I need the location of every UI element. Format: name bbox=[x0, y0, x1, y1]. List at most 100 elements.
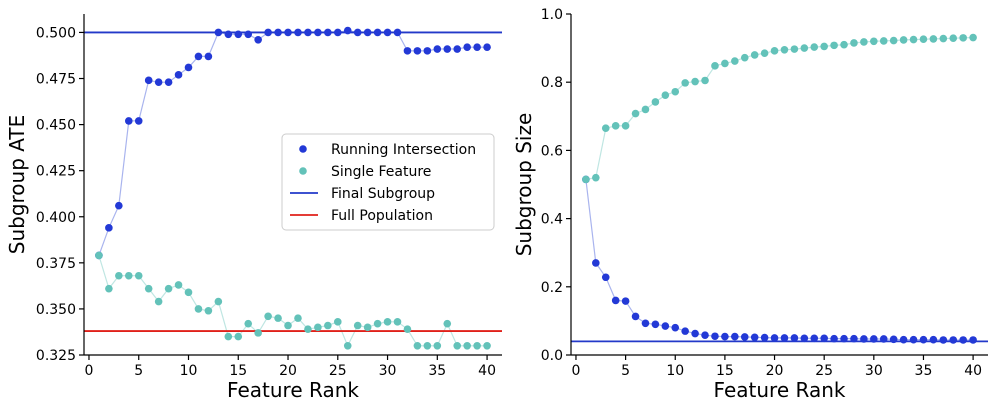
point-0-1-28 bbox=[373, 319, 382, 328]
point-1-1-27 bbox=[850, 39, 858, 47]
point-1-0-30 bbox=[879, 335, 888, 343]
x-tick-label-0-1: 5 bbox=[134, 363, 143, 379]
point-0-1-2 bbox=[115, 271, 123, 280]
point-1-0-11 bbox=[691, 329, 699, 338]
point-0-1-24 bbox=[333, 318, 342, 326]
point-0-0-25 bbox=[343, 26, 352, 35]
point-1-0-7 bbox=[651, 320, 660, 329]
point-0-0-15 bbox=[244, 30, 253, 39]
series-line-0-1 bbox=[98, 255, 488, 348]
legend: Running Intersection Single Feature Final … bbox=[281, 133, 495, 231]
point-1-0-16 bbox=[740, 333, 749, 341]
point-0-1-21 bbox=[304, 325, 312, 333]
point-0-0-28 bbox=[373, 28, 382, 37]
point-0-1-9 bbox=[184, 288, 193, 297]
ate-panel: 0 5 10 15 20 25 30 35 40 0.325 0.350 0.375 0.400 0.42… bbox=[5, 14, 502, 402]
point-0-1-3 bbox=[124, 271, 133, 280]
x-tick-label-1-3: 15 bbox=[716, 363, 734, 379]
point-0-0-8 bbox=[174, 71, 183, 79]
y-tick-label-0-4: 0.425 bbox=[36, 164, 76, 180]
point-1-0-9 bbox=[671, 323, 680, 332]
point-0-1-37 bbox=[463, 341, 471, 350]
point-1-1-4 bbox=[621, 122, 630, 130]
x-tick-label-0-6: 30 bbox=[379, 363, 397, 379]
point-1-1-11 bbox=[691, 77, 699, 86]
point-1-1-23 bbox=[810, 43, 819, 51]
point-1-0-12 bbox=[701, 331, 709, 340]
point-1-0-8 bbox=[661, 322, 670, 330]
point-0-1-8 bbox=[174, 281, 183, 289]
point-1-1-18 bbox=[760, 49, 769, 58]
point-0-1-26 bbox=[353, 321, 362, 330]
point-1-1-13 bbox=[711, 62, 719, 70]
point-0-0-1 bbox=[105, 224, 113, 232]
point-0-1-23 bbox=[324, 321, 332, 330]
x-tick-label-0-5: 25 bbox=[329, 363, 347, 379]
legend-label-0: Running Intersection bbox=[331, 142, 476, 158]
point-0-0-39 bbox=[483, 43, 491, 51]
point-0-0-29 bbox=[383, 28, 392, 37]
point-1-1-32 bbox=[899, 36, 908, 44]
point-0-0-22 bbox=[314, 28, 322, 37]
point-1-0-27 bbox=[850, 334, 858, 343]
point-1-1-5 bbox=[631, 109, 640, 118]
point-0-1-33 bbox=[423, 341, 432, 350]
point-0-1-38 bbox=[473, 341, 481, 350]
point-1-1-0 bbox=[582, 175, 590, 184]
point-1-0-22 bbox=[800, 334, 809, 343]
point-0-0-13 bbox=[224, 30, 233, 39]
point-1-1-22 bbox=[800, 44, 809, 52]
point-1-0-18 bbox=[760, 333, 769, 342]
x-tick-label-0-8: 40 bbox=[478, 363, 496, 379]
point-1-1-19 bbox=[770, 47, 779, 55]
point-1-0-10 bbox=[681, 327, 689, 335]
x-axis-label-0: Feature Rank bbox=[227, 378, 359, 402]
point-1-1-1 bbox=[592, 173, 600, 182]
point-1-0-39 bbox=[969, 336, 977, 344]
point-1-0-1 bbox=[592, 259, 600, 267]
point-0-0-33 bbox=[423, 47, 432, 55]
point-1-1-14 bbox=[721, 59, 729, 68]
point-1-0-38 bbox=[959, 336, 967, 344]
point-1-0-32 bbox=[899, 335, 908, 344]
y-tick-label-0-5: 0.450 bbox=[36, 118, 76, 134]
point-0-0-30 bbox=[393, 28, 402, 37]
point-0-0-9 bbox=[184, 63, 193, 72]
point-0-0-24 bbox=[333, 28, 342, 37]
point-1-0-24 bbox=[820, 334, 828, 343]
y-tick-label-1-4: 0.8 bbox=[541, 75, 563, 91]
y-tick-label-0-3: 0.400 bbox=[36, 210, 76, 226]
point-0-0-31 bbox=[403, 47, 412, 55]
point-0-0-6 bbox=[154, 78, 163, 86]
point-1-1-10 bbox=[681, 79, 689, 87]
point-0-0-4 bbox=[134, 117, 143, 125]
point-0-0-17 bbox=[264, 28, 272, 37]
legend-marker-0 bbox=[299, 145, 307, 153]
y-axis-label-0: Subgroup ATE bbox=[5, 115, 29, 255]
point-0-0-2 bbox=[115, 201, 123, 210]
point-0-0-12 bbox=[214, 28, 223, 37]
y-axis-label-1: Subgroup Size bbox=[512, 113, 536, 257]
size-panel: 0 5 10 15 20 25 30 35 40 0.0 0.2 0.4 0.6 0.8 1.0 Featur… bbox=[512, 7, 988, 402]
point-0-1-11 bbox=[204, 306, 213, 315]
point-1-0-3 bbox=[611, 296, 620, 305]
point-1-1-6 bbox=[641, 105, 650, 114]
point-0-1-30 bbox=[393, 318, 402, 326]
point-0-1-6 bbox=[154, 297, 163, 306]
point-0-1-36 bbox=[453, 341, 462, 350]
point-0-1-31 bbox=[403, 325, 412, 333]
x-tick-label-0-4: 20 bbox=[279, 363, 297, 379]
point-1-1-35 bbox=[929, 35, 938, 43]
point-0-0-35 bbox=[443, 45, 452, 53]
x-tick-label-1-5: 25 bbox=[815, 363, 833, 379]
point-0-0-3 bbox=[124, 117, 133, 125]
y-tick-label-0-1: 0.350 bbox=[36, 302, 76, 318]
point-0-0-32 bbox=[413, 47, 422, 55]
point-0-1-10 bbox=[194, 305, 203, 313]
point-1-0-33 bbox=[909, 335, 918, 344]
point-0-1-39 bbox=[483, 341, 491, 350]
point-1-1-17 bbox=[750, 51, 759, 59]
point-0-0-34 bbox=[433, 45, 442, 53]
x-tick-label-0-2: 10 bbox=[180, 363, 198, 379]
